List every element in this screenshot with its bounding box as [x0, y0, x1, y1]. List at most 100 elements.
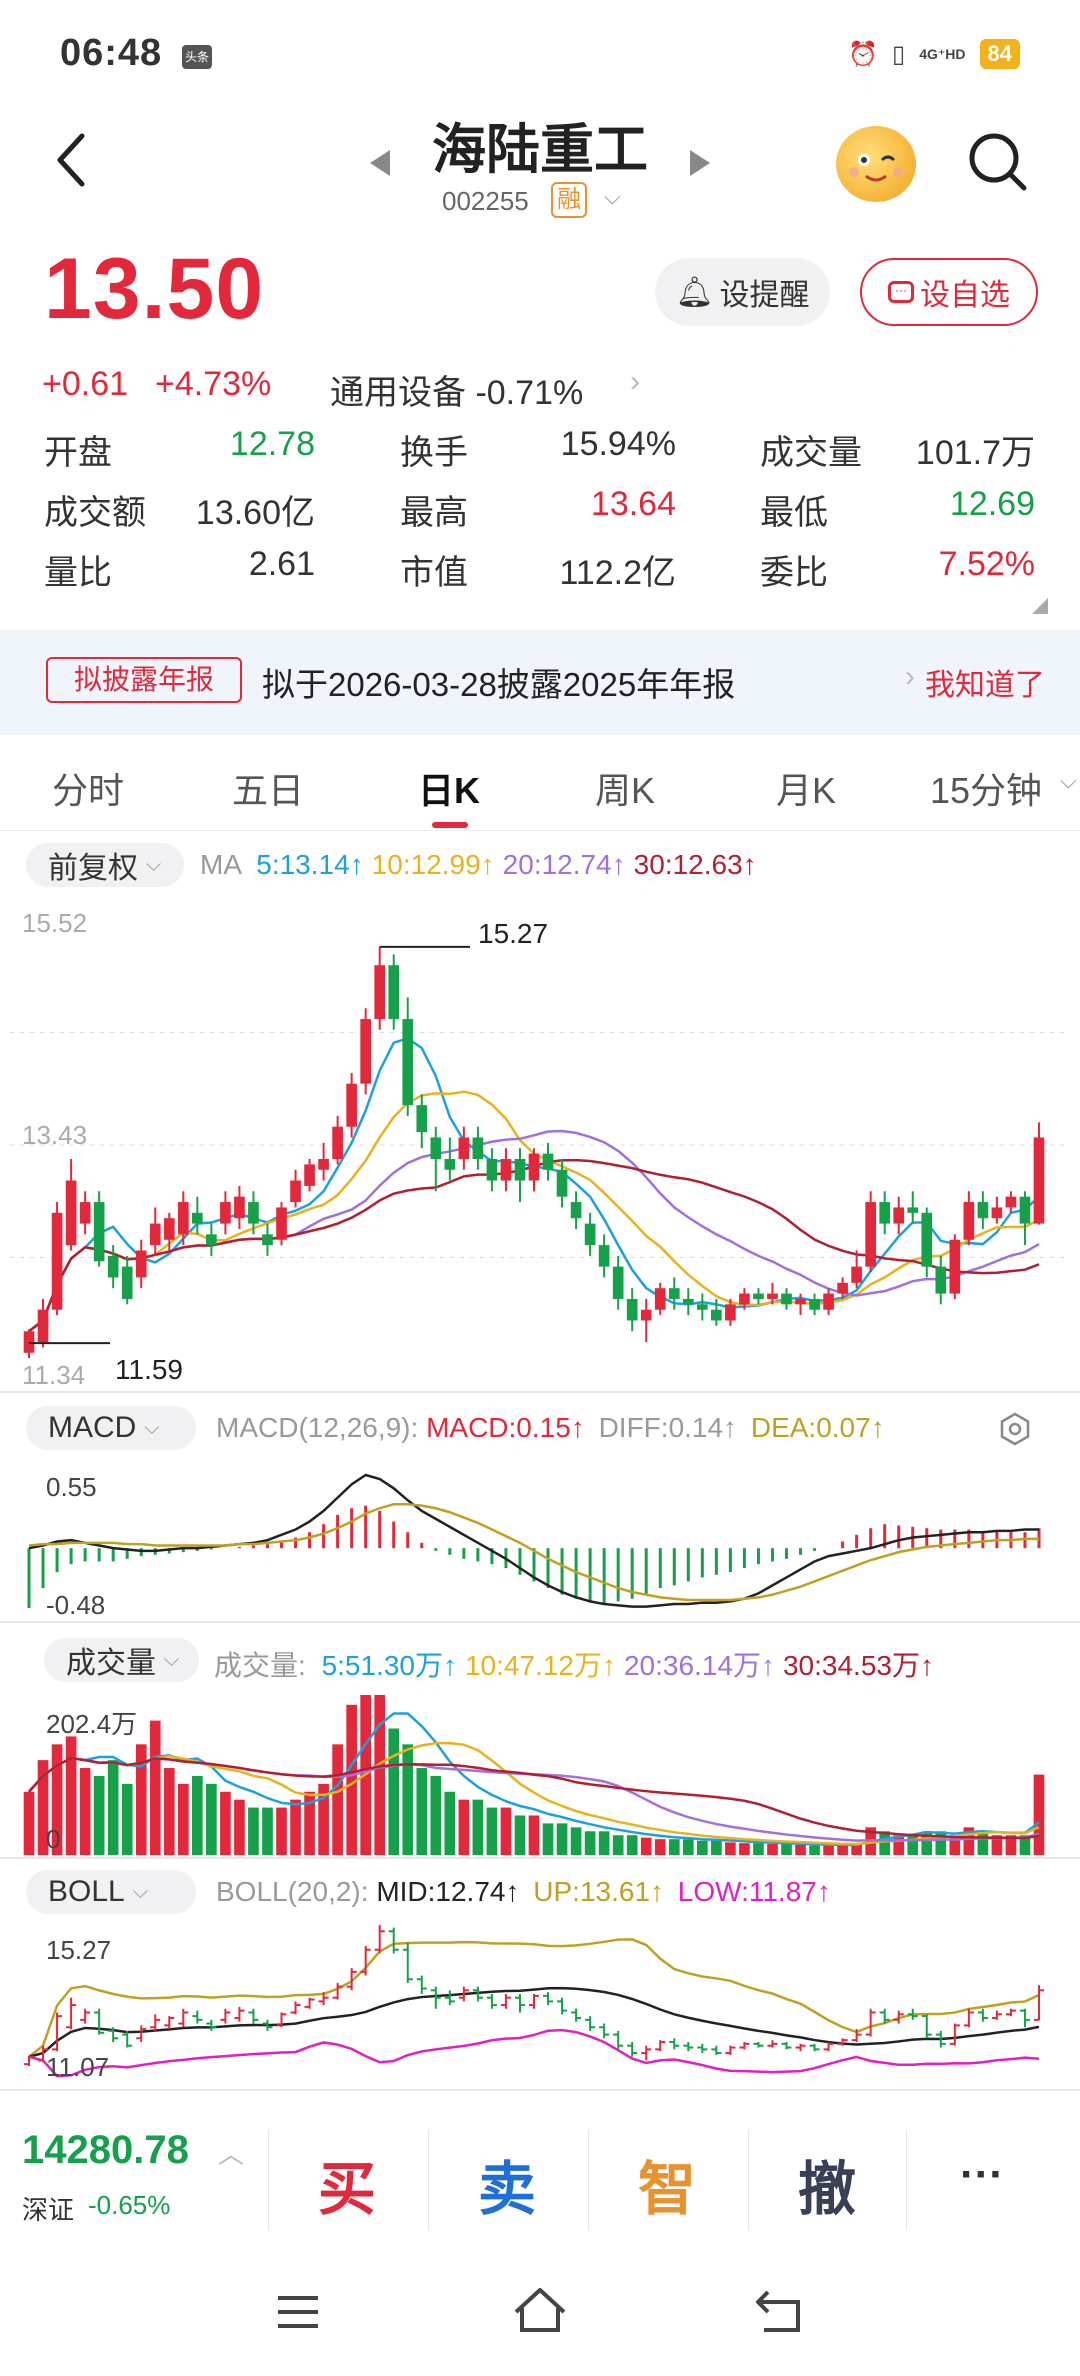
- back-arrow-icon[interactable]: [48, 130, 98, 190]
- more-button[interactable]: ···: [960, 2150, 1004, 2199]
- status-bar: 06:48 头条 ⏰ ▯ 4G⁺HD 84: [0, 0, 1080, 110]
- candle-body: [668, 1288, 680, 1299]
- system-icons: ⏰ ▯ 4G⁺HD 84: [848, 34, 1020, 74]
- chevron-up-icon[interactable]: ︿: [218, 2139, 245, 2169]
- volume-bar: [318, 1783, 329, 1855]
- adjust-selector[interactable]: 前复权 ⌵: [26, 843, 184, 887]
- volume-selector[interactable]: 成交量 ⌵: [44, 1638, 199, 1682]
- chevron-down-icon[interactable]: ⌵: [604, 184, 621, 209]
- candle-body: [23, 1331, 35, 1353]
- candle-body: [1005, 1196, 1017, 1208]
- chevron-right-icon[interactable]: ›: [630, 365, 640, 398]
- low-marker: 11.59: [115, 1354, 183, 1385]
- volume-bar: [795, 1844, 806, 1855]
- next-stock-icon[interactable]: [688, 148, 712, 178]
- candle-body: [458, 1137, 470, 1159]
- notice-dismiss-button[interactable]: 我知道了: [925, 669, 1045, 702]
- back-nav-icon[interactable]: [754, 2288, 804, 2334]
- ma-legend: MA 5:13.14↑ 10:12.99↑ 20:12.74↑ 30:12.63↑: [200, 849, 757, 881]
- mascot-icon[interactable]: [836, 126, 916, 202]
- bottom-toolbar: [0, 2090, 1080, 2260]
- volume-bar: [121, 1783, 133, 1855]
- set-alert-button[interactable]: 🔔︎ 设提醒: [655, 258, 830, 326]
- volume-bar: [584, 1831, 596, 1855]
- volume-bar: [809, 1845, 820, 1855]
- home-icon[interactable]: [512, 2286, 568, 2336]
- candle-body: [107, 1255, 119, 1278]
- candle-body: [963, 1202, 975, 1240]
- action-button-0[interactable]: 买: [317, 2157, 376, 2222]
- stat-value: 15.94%: [560, 425, 676, 463]
- volume-bar: [1019, 1835, 1031, 1855]
- tab-1[interactable]: 五日: [232, 770, 305, 811]
- kline-axis-top: 15.52: [22, 908, 88, 938]
- volume-bar: [514, 1815, 526, 1855]
- candle-body: [893, 1207, 905, 1224]
- index-name: 深证: [22, 2195, 75, 2225]
- action-button-2[interactable]: 智: [637, 2157, 696, 2222]
- chevron-down-icon[interactable]: ⌵: [1060, 768, 1077, 793]
- stat-value: 101.7万: [915, 434, 1035, 472]
- tab-4[interactable]: 月K: [776, 770, 837, 811]
- search-icon[interactable]: [966, 130, 1030, 194]
- candle-body: [360, 1019, 372, 1084]
- volume-bar: [654, 1839, 666, 1855]
- candle-body: [809, 1298, 820, 1310]
- previous-stock-icon[interactable]: [368, 148, 392, 178]
- candle-body: [79, 1202, 91, 1224]
- kline-axis-bottom: 11.34: [22, 1360, 86, 1390]
- macd-selector[interactable]: MACD ⌵: [26, 1406, 196, 1450]
- diff-line: [28, 1473, 1039, 1608]
- tab-0[interactable]: 分时: [52, 770, 125, 811]
- candle-body: [472, 1137, 484, 1159]
- volume-bar: [93, 1775, 105, 1855]
- index-value[interactable]: 14280.78: [22, 2128, 189, 2172]
- alarm-icon: ⏰: [848, 40, 878, 68]
- candle-body: [206, 1234, 217, 1246]
- volume-axis-bottom: 0: [46, 1824, 61, 1854]
- industry-link[interactable]: 通用设备 -0.71%: [330, 374, 584, 412]
- expand-stats-icon[interactable]: [1032, 598, 1048, 614]
- volume-bar: [767, 1843, 778, 1855]
- candle-body: [542, 1153, 554, 1170]
- menu-icon[interactable]: [274, 2292, 322, 2332]
- volume-bar: [486, 1807, 498, 1855]
- system-nav-bar: [0, 2260, 1080, 2376]
- app-notification-icon: 头条: [182, 45, 212, 69]
- action-button-3[interactable]: 撤: [797, 2157, 856, 2222]
- volume-bar: [416, 1768, 428, 1855]
- boll-selector[interactable]: BOLL ⌵: [26, 1870, 196, 1914]
- tab-5[interactable]: 15分钟: [930, 770, 1043, 811]
- candle-body: [37, 1309, 49, 1343]
- candle-body: [304, 1164, 315, 1186]
- stat-label: 委比: [760, 554, 828, 592]
- boll-params: BOLL(20,2):: [216, 1876, 369, 1907]
- candle-body: [290, 1180, 301, 1203]
- settings-icon[interactable]: [998, 1412, 1032, 1446]
- volume-bar: [893, 1835, 905, 1855]
- action-button-1[interactable]: 卖: [477, 2157, 536, 2222]
- add-watchlist-button[interactable]: ··· 设自选: [860, 258, 1038, 326]
- stock-code: 002255: [442, 186, 529, 216]
- volume-bar: [542, 1823, 554, 1855]
- stat-value: 13.64: [590, 485, 676, 523]
- stat-value: 13.60亿: [195, 494, 315, 532]
- volume-bar: [444, 1791, 456, 1855]
- stock-chart[interactable]: [0, 830, 1080, 2090]
- volume-label: 成交量:: [214, 1650, 306, 1681]
- volume-bar: [696, 1840, 708, 1855]
- candle-body: [234, 1196, 245, 1219]
- volume-bar: [1033, 1774, 1045, 1855]
- stock-name: 海陆重工: [432, 120, 648, 180]
- candle-body: [823, 1293, 834, 1310]
- candle-body: [192, 1212, 203, 1224]
- add-watchlist-label: 设自选: [920, 279, 1010, 312]
- volume-bar: [711, 1840, 722, 1855]
- stat-value: 2.61: [248, 545, 315, 583]
- boll-axis-top: 15.27: [46, 1935, 112, 1965]
- volume-bar: [851, 1843, 862, 1855]
- tab-2[interactable]: 日K: [418, 770, 480, 811]
- price-change: +0.61: [42, 365, 129, 403]
- tab-3[interactable]: 周K: [595, 770, 656, 811]
- margin-badge: 融: [551, 182, 587, 218]
